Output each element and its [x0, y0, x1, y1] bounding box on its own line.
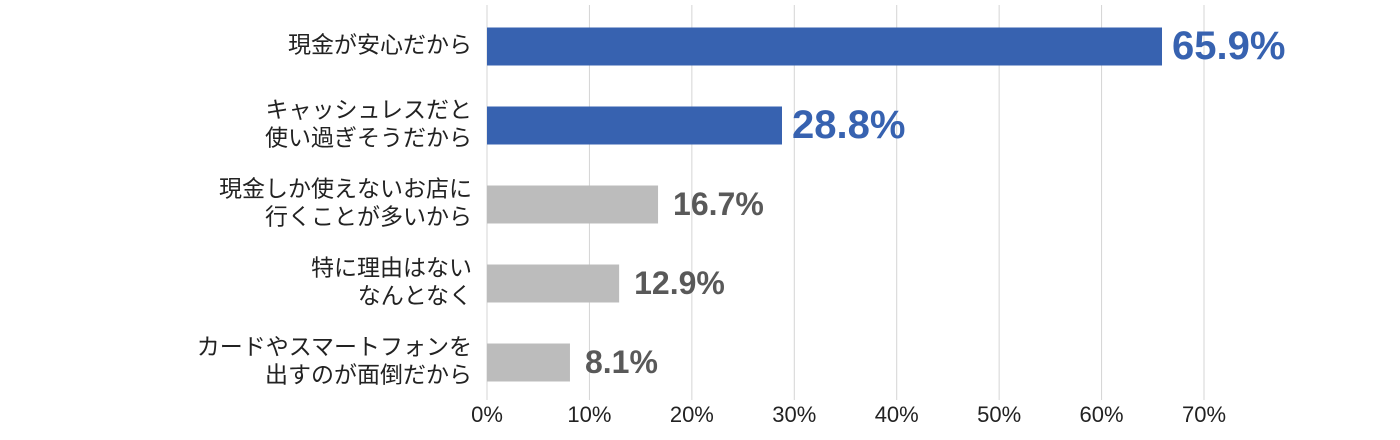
x-tick-label: 70% — [1182, 402, 1226, 427]
x-tick-label: 20% — [670, 402, 714, 427]
y-tick-label: 現金しか使えないお店に行くことが多いから — [219, 176, 472, 230]
bar — [487, 106, 782, 145]
value-label: 8.1% — [585, 344, 658, 380]
value-label: 16.7% — [673, 186, 764, 222]
x-tick-label: 40% — [875, 402, 919, 427]
y-tick-label: 特に理由はないなんとなく — [311, 255, 472, 309]
bar — [487, 264, 620, 303]
bar — [487, 343, 570, 382]
value-label: 65.9% — [1172, 24, 1285, 68]
y-tick-label: 現金が安心だから — [288, 32, 472, 58]
y-tick-label: カードやスマートフォンを出すのが面倒だから — [197, 334, 472, 388]
x-tick-label: 50% — [977, 402, 1021, 427]
value-label: 12.9% — [634, 265, 725, 301]
bar — [487, 27, 1163, 66]
bar — [487, 185, 659, 224]
x-tick-label: 60% — [1080, 402, 1124, 427]
value-label: 28.8% — [792, 103, 905, 147]
x-tick-label: 10% — [567, 402, 611, 427]
x-tick-label: 30% — [772, 402, 816, 427]
x-tick-label: 0% — [471, 402, 503, 427]
y-tick-label: キャッシュレスだと使い過ぎそうだから — [265, 97, 472, 151]
